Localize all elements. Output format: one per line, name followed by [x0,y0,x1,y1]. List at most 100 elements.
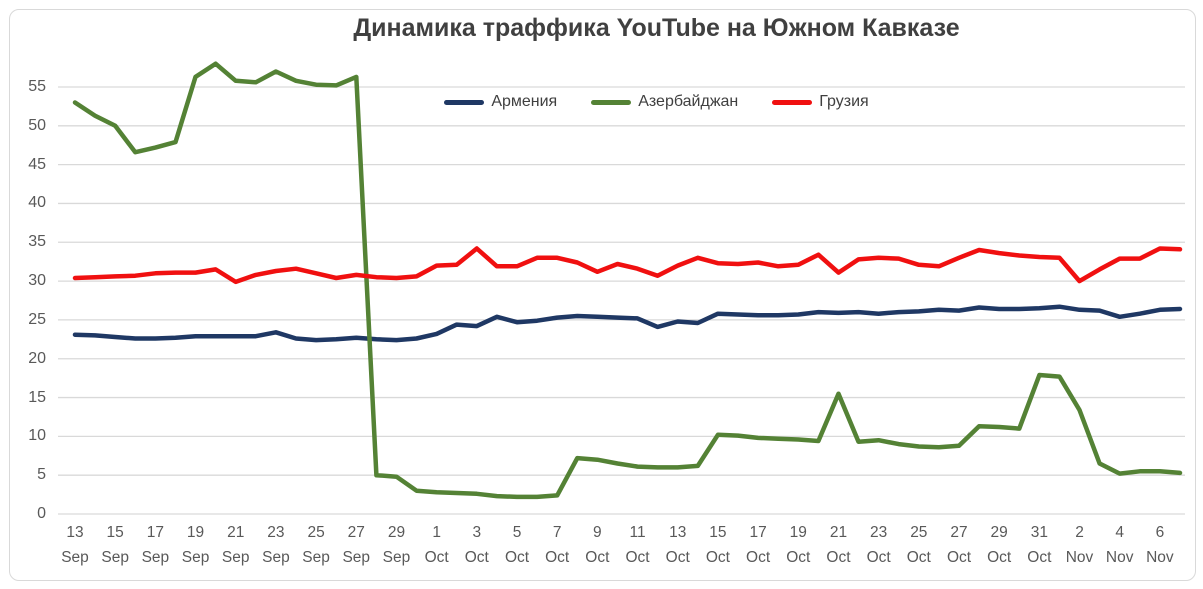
x-tick-month: Oct [705,549,730,566]
y-tick-label: 15 [28,388,46,406]
chart-title: Динамика траффика YouTube на Южном Кавка… [353,14,960,42]
x-tick-label: 6 Nov [1128,520,1192,570]
y-tick-label: 5 [37,466,46,484]
y-tick-label: 25 [28,310,46,328]
x-tick-day: 25 [307,524,325,541]
x-tick-day: 13 [66,524,84,541]
x-tick-month: Oct [464,549,489,566]
legend-item-georgia: Грузия [772,93,869,111]
x-tick-day: 21 [227,524,245,541]
legend-item-armenia: Армения [444,93,557,111]
x-tick-month: Sep [141,549,170,566]
x-tick-label: 27 Sep [324,520,388,570]
x-tick-day: 15 [106,524,124,541]
x-tick-label: 29 Oct [967,520,1031,570]
x-tick-month: Nov [1146,549,1174,566]
x-tick-day: 1 [432,524,441,541]
x-tick-day: 11 [629,524,646,541]
x-tick-label: 23 Oct [847,520,911,570]
x-tick-day: 15 [709,524,727,541]
x-tick-month: Oct [504,549,530,566]
x-tick-month: Oct [1027,549,1052,566]
x-tick-day: 29 [387,524,406,541]
x-tick-label: 5 Oct [485,520,549,570]
x-tick-label: 27 Oct [927,520,991,570]
x-tick-month: Oct [545,549,570,566]
x-tick-month: Oct [826,549,851,566]
x-tick-month: Oct [946,549,972,566]
x-tick-label: 1 Oct [405,520,469,570]
x-tick-month: Sep [262,549,290,566]
x-tick-month: Oct [424,549,449,566]
legend-label-armenia: Армения [491,93,558,110]
x-tick-label: 9 Oct [565,520,629,570]
x-tick-day: 23 [267,524,285,541]
y-tick-label: 30 [28,272,46,290]
x-tick-day: 27 [950,524,968,541]
series-line-Грузия [72,246,1183,285]
x-tick-day: 19 [186,524,205,541]
x-tick-label: 31 Oct [1007,520,1071,570]
x-tick-day: 3 [472,524,482,541]
y-tick-label: 20 [28,349,46,367]
x-tick-day: 25 [910,524,928,541]
y-tick-label: 10 [28,427,46,445]
x-tick-label: 7 Oct [525,520,589,570]
x-tick-label: 21 Sep [204,520,268,570]
x-tick-label: 13 Sep [43,520,107,570]
x-tick-day: 19 [789,524,807,541]
x-tick-label: 17 Sep [123,520,187,570]
x-tick-day: 4 [1115,524,1125,541]
legend-label-azerbaijan: Азербайджан [638,93,739,110]
x-tick-month: Oct [665,549,690,566]
y-tick-label: 35 [28,233,46,251]
x-tick-label: 23 Sep [244,520,308,570]
x-tick-month: Oct [987,549,1012,566]
x-tick-month: Oct [625,549,650,566]
azerbaijan-line-swatch [591,99,632,105]
armenia-line-swatch [444,99,485,105]
x-tick-day: 5 [512,524,522,541]
x-tick-label: 4 Nov [1088,520,1152,570]
legend-item-azerbaijan: Азербайджан [591,93,738,111]
x-tick-day: 6 [1155,524,1165,541]
x-tick-month: Oct [746,549,771,566]
x-tick-day: 9 [593,524,602,541]
x-tick-month: Sep [181,549,210,566]
x-tick-label: 29 Sep [364,520,428,570]
x-tick-month: Sep [221,549,250,566]
legend-label-georgia: Грузия [819,93,869,110]
series-line-Азербайджан [72,61,1183,500]
x-tick-month: Sep [342,549,371,566]
x-tick-label: 25 Sep [284,520,348,570]
x-tick-label: 15 Oct [686,520,750,570]
x-tick-day: 21 [829,524,848,541]
x-tick-label: 13 Oct [646,520,710,570]
series-line-Армения [72,304,1183,343]
legend: Армения Азербайджан Грузия [0,93,1203,111]
y-tick-label: 55 [28,78,46,95]
y-tick-label: 45 [28,155,46,173]
x-tick-label: 17 Oct [726,520,790,570]
x-tick-day: 31 [1030,524,1048,541]
x-tick-month: Oct [866,549,891,566]
x-tick-day: 13 [669,524,687,541]
x-tick-day: 17 [146,524,164,541]
x-tick-month: Sep [382,549,411,566]
x-tick-month: Oct [906,549,931,566]
x-tick-label: 25 Oct [887,520,951,570]
x-tick-month: Sep [61,549,89,566]
x-tick-label: 19 Sep [164,520,228,570]
x-tick-label: 3 Oct [445,520,509,570]
x-tick-label: 2 Nov [1048,520,1112,570]
y-tick-label: 0 [37,505,46,522]
y-tick-label: 40 [28,194,46,212]
x-tick-label: 21 Oct [806,520,870,570]
x-tick-month: Nov [1065,549,1094,566]
x-tick-month: Oct [585,549,610,566]
x-tick-month: Sep [302,549,330,566]
y-tick-label: 50 [28,116,46,134]
x-tick-month: Oct [786,549,811,566]
